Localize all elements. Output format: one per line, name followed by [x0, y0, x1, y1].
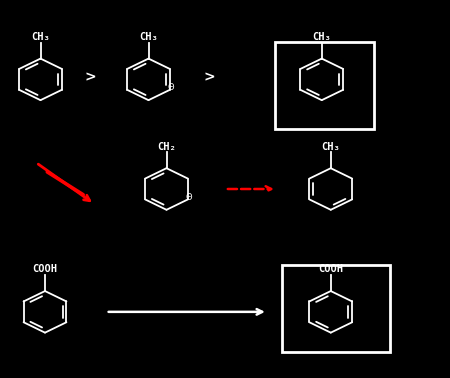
Bar [274, 42, 374, 129]
Text: COOH: COOH [32, 265, 58, 274]
Text: Θ: Θ [185, 193, 192, 202]
Text: CH₃: CH₃ [312, 32, 331, 42]
Text: CH₃: CH₃ [321, 142, 340, 152]
Text: >: > [84, 70, 96, 85]
Text: COOH: COOH [318, 265, 343, 274]
Text: >: > [203, 70, 215, 85]
Text: Θ: Θ [167, 83, 174, 92]
Text: CH₂: CH₂ [157, 142, 176, 152]
Bar [282, 265, 390, 352]
Text: CH₃: CH₃ [31, 32, 50, 42]
Text: CH₃: CH₃ [139, 32, 158, 42]
